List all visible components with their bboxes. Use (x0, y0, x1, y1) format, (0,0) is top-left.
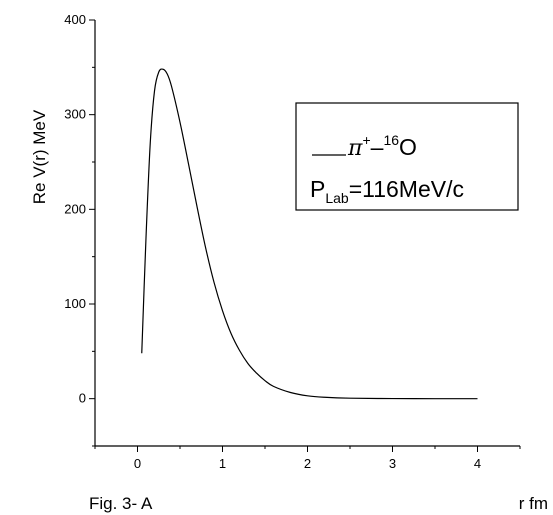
y-tick-label: 400 (64, 12, 86, 27)
axes (94, 20, 520, 447)
legend-dash: – (371, 134, 384, 160)
figure-caption: Fig. 3- A (89, 494, 153, 513)
legend-reaction: π+–16O (347, 132, 417, 161)
tick-labels: 0 100 200 300 400 0 1 2 3 4 (64, 12, 481, 471)
x-axis-title: r fm (519, 494, 548, 513)
legend-momentum-symbol: P (310, 176, 325, 202)
legend-momentum: PLab=116MeV/c (310, 176, 464, 206)
legend-box (295, 102, 519, 211)
y-tick-label: 200 (64, 201, 86, 216)
legend: π+–16O PLab=116MeV/c (295, 102, 519, 211)
y-tick-label: 0 (79, 391, 86, 406)
legend-momentum-subscript: Lab (325, 190, 349, 206)
series-line-potential (141, 68, 478, 400)
legend-momentum-value: =116MeV/c (349, 176, 464, 202)
x-tick-label: 0 (134, 456, 141, 471)
ticks (89, 19, 521, 452)
x-tick-label: 2 (304, 456, 311, 471)
legend-particle: π (347, 136, 363, 161)
y-tick-label: 300 (64, 107, 86, 122)
legend-charge: + (362, 132, 370, 148)
x-tick-label: 3 (389, 456, 396, 471)
y-axis-title: Re V(r) MeV (30, 109, 49, 204)
legend-mass-number: 16 (383, 132, 399, 148)
x-tick-label: 4 (474, 456, 481, 471)
legend-element: O (399, 134, 417, 160)
x-tick-label: 1 (219, 456, 226, 471)
y-tick-label: 100 (64, 296, 86, 311)
